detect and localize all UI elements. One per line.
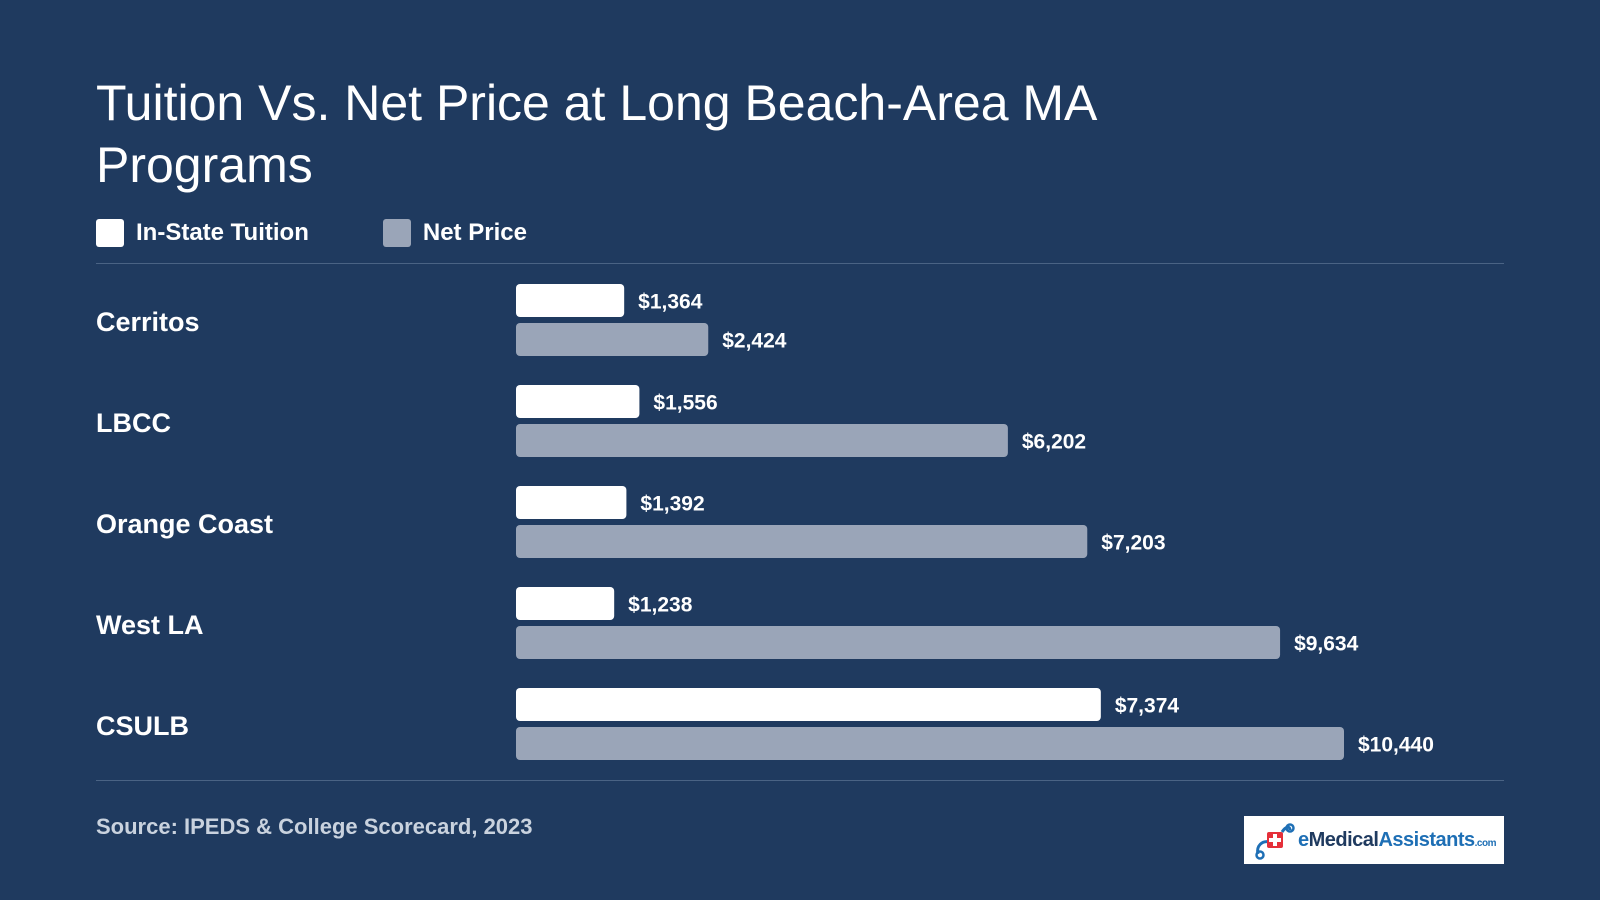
bar-tuition-west-la bbox=[516, 587, 615, 620]
top-divider bbox=[96, 263, 1504, 264]
value-label-tuition-csulb: $7,374 bbox=[1115, 695, 1180, 718]
category-label-lbcc: LBCC bbox=[96, 408, 171, 438]
bar-tuition-csulb bbox=[516, 688, 1101, 721]
medical-cross-icon bbox=[1255, 823, 1295, 860]
legend-label-net-price: Net Price bbox=[422, 219, 527, 246]
bar-net-price-lbcc bbox=[516, 424, 1008, 457]
value-label-net-price-lbcc: $6,202 bbox=[1022, 431, 1086, 454]
bar-net-price-orange-coast bbox=[516, 525, 1088, 558]
category-label-orange-coast: Orange Coast bbox=[96, 509, 273, 539]
brand-logo: eMedicalAssistants.com bbox=[1244, 816, 1504, 864]
legend: In-State Tuition Net Price bbox=[96, 218, 601, 248]
source-note: Source: IPEDS & College Scorecard, 2023 bbox=[96, 814, 533, 839]
bar-tuition-cerritos bbox=[516, 284, 625, 317]
bar-chart: Cerritos $1,364 $2,424 LBCC $1,556 $6,202 Oran… bbox=[96, 284, 1434, 760]
bar-net-price-cerritos bbox=[516, 323, 709, 356]
bar-net-price-csulb bbox=[516, 727, 1344, 760]
category-label-west-la: West LA bbox=[96, 610, 204, 640]
category-label-cerritos: Cerritos bbox=[96, 307, 200, 337]
legend-swatch-tuition bbox=[96, 219, 124, 247]
value-label-net-price-west-la: $9,634 bbox=[1294, 633, 1359, 656]
value-label-tuition-west-la: $1,238 bbox=[628, 594, 693, 617]
bar-net-price-west-la bbox=[516, 626, 1281, 659]
logo-wordmark: eMedicalAssistants.com bbox=[1298, 828, 1496, 851]
legend-label-tuition: In-State Tuition bbox=[136, 219, 309, 246]
value-label-tuition-orange-coast: $1,392 bbox=[640, 493, 704, 516]
chart-title: Tuition Vs. Net Price at Long Beach-Area… bbox=[96, 75, 1095, 193]
legend-item-net-price: Net Price bbox=[382, 219, 527, 247]
value-label-net-price-csulb: $10,440 bbox=[1358, 734, 1434, 757]
legend-swatch-net-price bbox=[382, 219, 411, 247]
value-label-tuition-cerritos: $1,364 bbox=[638, 291, 703, 314]
legend-item-tuition: In-State Tuition bbox=[96, 219, 309, 247]
bar-tuition-orange-coast bbox=[516, 486, 627, 519]
category-label-csulb: CSULB bbox=[96, 711, 189, 741]
bar-tuition-lbcc bbox=[516, 385, 640, 418]
bottom-divider bbox=[96, 780, 1504, 781]
value-label-net-price-cerritos: $2,424 bbox=[722, 330, 787, 353]
value-label-net-price-orange-coast: $7,203 bbox=[1101, 532, 1165, 555]
value-label-tuition-lbcc: $1,556 bbox=[653, 392, 717, 415]
